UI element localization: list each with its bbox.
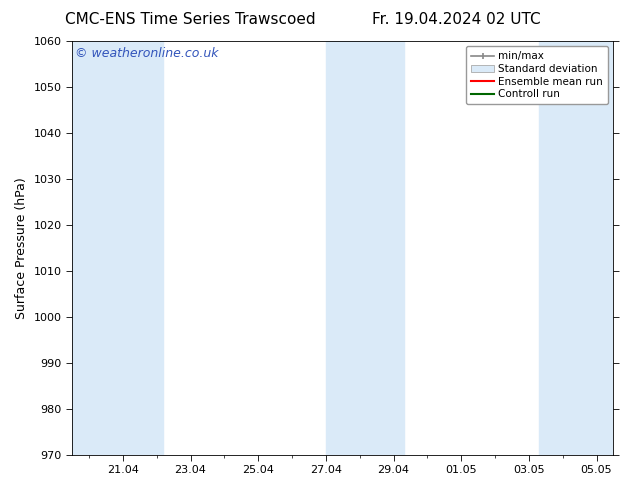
Y-axis label: Surface Pressure (hPa): Surface Pressure (hPa) [15, 177, 28, 318]
Legend: min/max, Standard deviation, Ensemble mean run, Controll run: min/max, Standard deviation, Ensemble me… [466, 46, 608, 104]
Text: Fr. 19.04.2024 02 UTC: Fr. 19.04.2024 02 UTC [372, 12, 541, 27]
Bar [72, 41, 164, 455]
Text: © weatheronline.co.uk: © weatheronline.co.uk [75, 47, 218, 60]
Text: CMC-ENS Time Series Trawscoed: CMC-ENS Time Series Trawscoed [65, 12, 316, 27]
Bar [539, 41, 614, 455]
Bar [326, 41, 404, 455]
